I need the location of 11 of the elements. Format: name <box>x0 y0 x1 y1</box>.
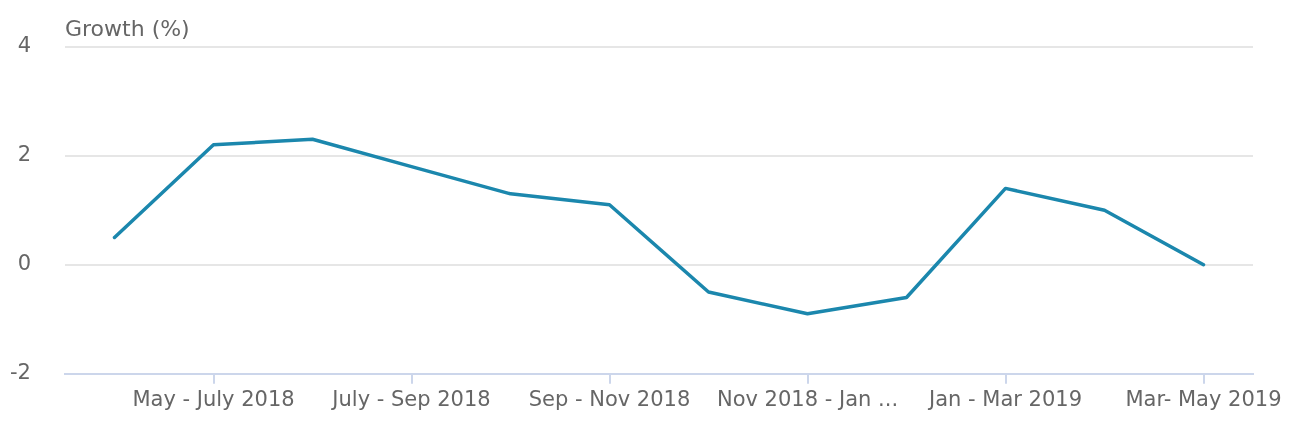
y-tick-label: 4 <box>17 33 31 58</box>
y-tick-label: 2 <box>17 142 31 167</box>
x-tick-label: May - July 2018 <box>132 386 295 411</box>
x-tick-label: Nov 2018 - Jan ... <box>716 386 899 411</box>
x-tick-label: Sep - Nov 2018 <box>528 386 691 411</box>
x-tick-label: July - Sep 2018 <box>330 386 491 411</box>
y-tick-label: -2 <box>10 360 31 385</box>
y-tick-label: 0 <box>17 251 31 276</box>
x-tick-label: Mar- May 2019 <box>1125 386 1282 411</box>
y-axis-title: Growth (%) <box>65 16 190 41</box>
x-tick-label: Jan - Mar 2019 <box>926 386 1083 411</box>
